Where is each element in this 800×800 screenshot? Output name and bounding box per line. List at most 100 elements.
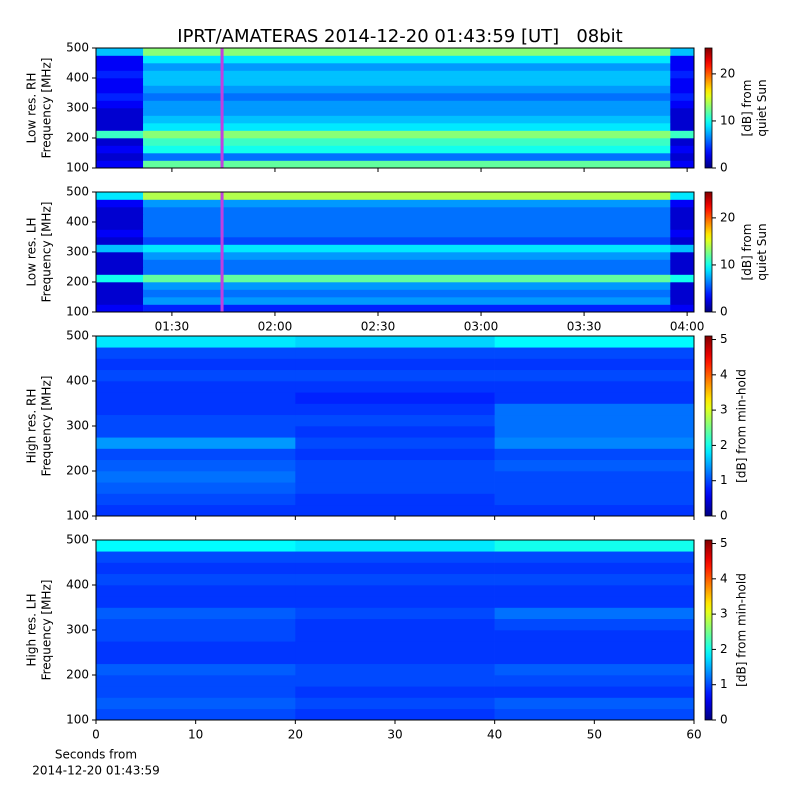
y-tick-label: 200	[66, 131, 89, 145]
heatmap-cell	[295, 437, 495, 449]
heatmap-cell	[143, 115, 671, 124]
heatmap-cell	[96, 618, 296, 631]
heatmap-cell	[295, 686, 495, 698]
heatmap-cell	[670, 244, 695, 253]
colorbar-tick-label: 0	[720, 713, 728, 727]
heatmap-cell	[96, 123, 144, 131]
heatmap-cell	[96, 85, 144, 94]
heatmap-cell	[494, 618, 695, 631]
y-axis-label: High res. RH	[25, 389, 39, 464]
x-tick-label: 02:30	[361, 320, 396, 334]
heatmap-cell	[96, 675, 296, 687]
heatmap-cell	[96, 130, 144, 139]
heatmap-cell	[143, 108, 671, 116]
heatmap-cell	[96, 267, 144, 275]
y-axis-label: High res. LH	[25, 593, 39, 666]
heatmap-cell	[96, 540, 296, 552]
heatmap-cell	[494, 596, 695, 608]
heatmap-cell	[494, 369, 695, 382]
colorbar-label: [dB] from min-hold	[735, 573, 749, 687]
heatmap-cell	[96, 55, 144, 64]
heatmap-cell	[295, 652, 495, 665]
heatmap-cell	[295, 663, 495, 676]
heatmap-cell	[295, 708, 495, 721]
heatmap-cell	[143, 70, 671, 79]
heatmap-cell	[96, 414, 296, 427]
heatmap-cell	[96, 403, 296, 416]
heatmap-cell	[96, 48, 144, 56]
heatmap-cell	[96, 392, 296, 404]
colorbar	[704, 539, 713, 721]
heatmap-cell	[96, 708, 296, 721]
heatmap-cell	[96, 630, 296, 642]
heatmap-cell	[494, 414, 695, 427]
heatmap-cell	[494, 663, 695, 676]
heatmap-cell	[96, 282, 144, 290]
heatmap-cell	[143, 199, 671, 208]
heatmap-cell	[143, 297, 671, 305]
heatmap-cell	[670, 130, 695, 139]
heatmap-cell	[96, 93, 144, 101]
time-marker	[220, 48, 224, 168]
colorbar-tick-label: 5	[720, 536, 728, 550]
heatmap-cell	[96, 482, 296, 494]
heatmap-cell	[96, 229, 144, 238]
heatmap-cell	[494, 392, 695, 404]
y-tick-label: 400	[66, 374, 89, 388]
heatmap-cell	[670, 63, 695, 71]
heatmap-cell	[96, 214, 144, 223]
heatmap-cell	[670, 145, 695, 154]
heatmap-cell	[143, 304, 671, 313]
y-tick-label: 500	[66, 329, 89, 343]
heatmap-cell	[143, 123, 671, 131]
y-tick-label: 300	[66, 419, 89, 433]
heatmap-cell	[670, 138, 695, 146]
heatmap-cell	[494, 448, 695, 461]
y-tick-label: 100	[66, 305, 89, 319]
x-tick-label: 0	[92, 728, 100, 742]
heatmap-cell	[295, 448, 495, 461]
x-tick-label: 40	[487, 728, 502, 742]
heatmap-cell	[143, 85, 671, 94]
heatmap-cell	[494, 675, 695, 687]
heatmap-cell	[295, 347, 495, 359]
heatmap-cell	[96, 78, 144, 86]
heatmap-cell	[96, 252, 144, 260]
colorbar-tick-label: 20	[720, 66, 735, 80]
heatmap-cell	[143, 48, 671, 56]
y-tick-label: 200	[66, 464, 89, 478]
y-tick-label: 500	[66, 41, 89, 55]
heatmap-cell	[96, 138, 144, 146]
heatmap-cell	[96, 459, 296, 472]
heatmap-cell	[96, 70, 144, 79]
y-tick-label: 300	[66, 245, 89, 259]
heatmap-cell	[96, 304, 144, 313]
heatmap-cell	[143, 63, 671, 71]
heatmap-cell	[96, 108, 144, 116]
heatmap-cell	[295, 618, 495, 631]
heatmap-cell	[96, 504, 296, 517]
y-tick-label: 400	[66, 578, 89, 592]
colorbar-label: [dB] from	[740, 224, 754, 281]
x-tick-label: 20	[288, 728, 303, 742]
heatmap-cell	[494, 482, 695, 494]
colorbar	[704, 191, 713, 313]
heatmap-cell	[494, 641, 695, 653]
colorbar-label: [dB] from min-hold	[735, 369, 749, 483]
heatmap-cell	[494, 504, 695, 517]
heatmap-cell	[96, 358, 296, 371]
colorbar-tick-label: 3	[720, 607, 728, 621]
heatmap-cell	[96, 222, 144, 230]
heatmap-cell	[295, 369, 495, 382]
heatmap-cell	[670, 222, 695, 230]
heatmap-cell	[96, 347, 296, 359]
heatmap-cell	[143, 130, 671, 139]
heatmap-cell	[295, 607, 495, 620]
heatmap-cell	[670, 85, 695, 94]
heatmap-cell	[670, 214, 695, 223]
heatmap-cell	[143, 100, 671, 109]
heatmap-cell	[96, 336, 296, 348]
x-tick-label: 01:30	[155, 320, 190, 334]
y-tick-label: 500	[66, 185, 89, 199]
